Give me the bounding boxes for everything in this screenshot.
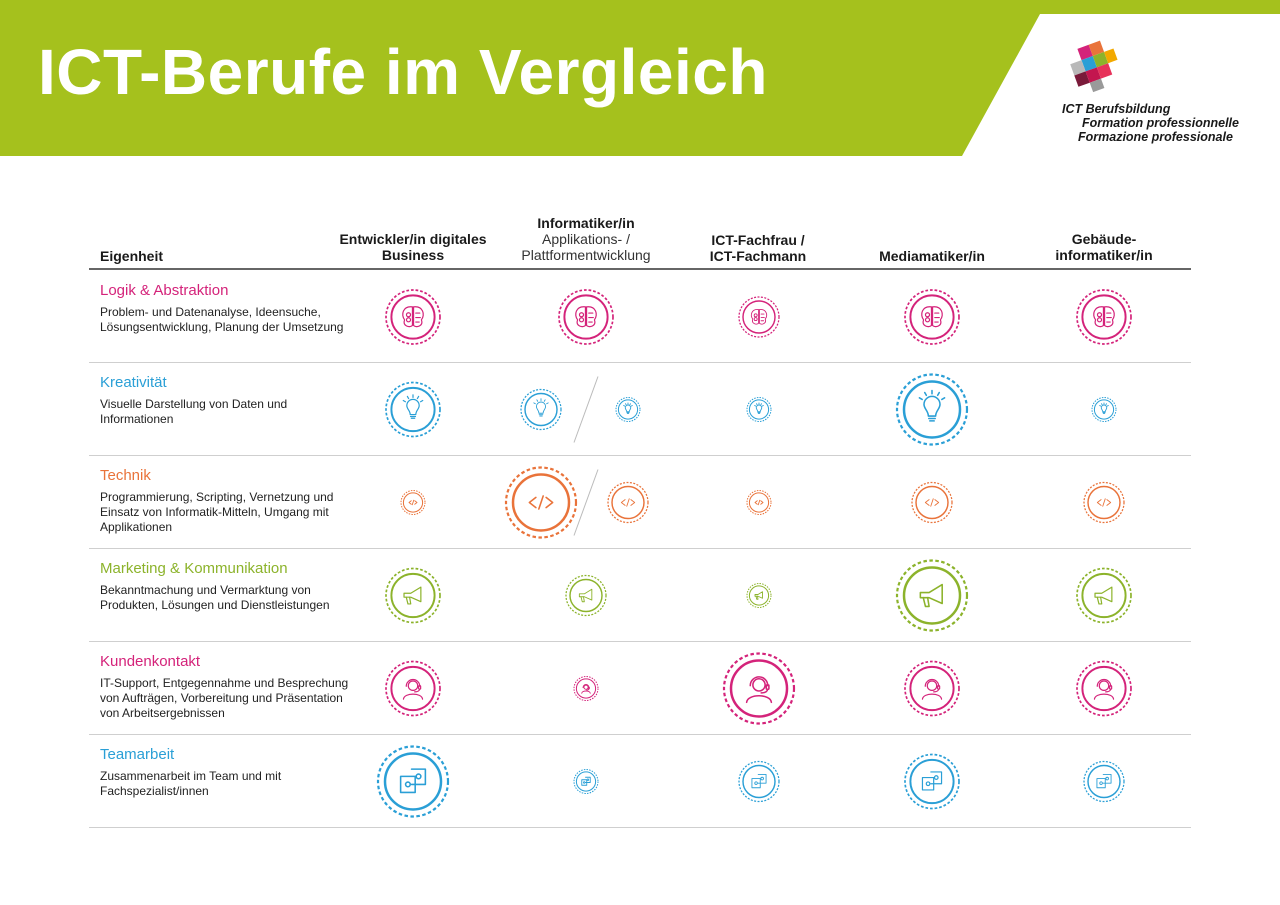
puzzle-icon-rating bbox=[738, 760, 780, 803]
property-column-header: Eigenheit bbox=[100, 248, 164, 264]
column-header-informatiker: Informatiker/in Applikations- / Plattfor… bbox=[506, 215, 666, 263]
row-divider bbox=[89, 827, 1191, 828]
logo-line-2: Formation professionnelle bbox=[1082, 116, 1239, 130]
row-divider bbox=[89, 362, 1191, 363]
headset-icon-rating bbox=[722, 652, 796, 725]
brain-icon-rating bbox=[385, 289, 441, 345]
headset-icon-rating bbox=[1076, 660, 1132, 717]
megaphone-icon-rating bbox=[746, 583, 772, 608]
row-description: IT-Support, Entgegennahme und Besprechun… bbox=[100, 676, 349, 720]
megaphone-icon-rating bbox=[565, 574, 607, 617]
row-title-megaphone: Marketing & Kommunikation bbox=[100, 560, 288, 577]
page-title: ICT-Berufe im Vergleich bbox=[38, 36, 768, 108]
header-divider bbox=[89, 268, 1191, 270]
brain-icon-rating bbox=[1076, 289, 1132, 345]
row-description: Zusammenarbeit im Team und mit Fachspezi… bbox=[100, 769, 282, 798]
column-title: Entwickler/in digitales Business bbox=[339, 231, 487, 263]
header-banner bbox=[0, 0, 1280, 156]
row-title-puzzle: Teamarbeit bbox=[100, 746, 175, 763]
row-title-headset: Kundenkontakt bbox=[100, 653, 201, 670]
code-icon-rating bbox=[1083, 481, 1125, 524]
ict-berufsbildung-logo bbox=[1070, 40, 1118, 93]
row-title-code: Technik bbox=[100, 467, 151, 484]
lightbulb-icon-rating bbox=[385, 381, 441, 438]
row-divider bbox=[89, 734, 1191, 735]
headset-icon-rating bbox=[385, 660, 441, 717]
code-icon-rating-plattform bbox=[607, 481, 649, 524]
code-icon-rating-applikation bbox=[504, 466, 578, 539]
logo-text: ICT Berufsbildung Formation professionne… bbox=[1062, 102, 1239, 144]
headset-icon-rating bbox=[904, 660, 960, 717]
megaphone-icon-rating bbox=[895, 559, 969, 632]
row-description: Visuelle Darstellung von Daten und Infor… bbox=[100, 397, 288, 426]
row-title-lightbulb: Kreativität bbox=[100, 374, 167, 391]
brain-icon-rating bbox=[558, 289, 614, 345]
column-title: Informatiker/in bbox=[537, 215, 635, 231]
puzzle-icon-rating bbox=[1083, 760, 1125, 803]
brain-icon-rating bbox=[738, 296, 780, 338]
logo-line-3: Formazione professionale bbox=[1078, 130, 1233, 144]
code-icon-rating bbox=[746, 490, 772, 515]
lightbulb-icon-rating bbox=[1091, 397, 1117, 422]
split-divider bbox=[573, 469, 599, 536]
lightbulb-icon-rating bbox=[746, 397, 772, 422]
puzzle-icon-rating bbox=[904, 753, 960, 810]
row-title-brain: Logik & Abstraktion bbox=[100, 282, 229, 299]
column-header-mediamatiker: Mediamatiker/in bbox=[852, 248, 1012, 264]
lightbulb-icon-rating-plattform bbox=[615, 397, 641, 422]
code-icon-rating bbox=[911, 481, 953, 524]
column-subtitle: Applikations- / Plattformentwicklung bbox=[521, 231, 651, 263]
row-description: Programmierung, Scripting, Vernetzung un… bbox=[100, 490, 334, 534]
row-divider bbox=[89, 455, 1191, 456]
split-divider bbox=[573, 376, 599, 443]
headset-icon-rating bbox=[573, 676, 599, 701]
column-header-entwickler: Entwickler/in digitales Business bbox=[333, 231, 493, 263]
megaphone-icon-rating bbox=[385, 567, 441, 624]
column-header-ict-fachfrau: ICT-Fachfrau / ICT-Fachmann bbox=[678, 232, 838, 264]
lightbulb-icon-rating-applikation bbox=[520, 388, 562, 431]
row-divider bbox=[89, 641, 1191, 642]
column-title: Mediamatiker/in bbox=[879, 248, 985, 264]
row-description: Problem- und Datenanalyse, Ideensuche, L… bbox=[100, 305, 344, 334]
logo-line-1: ICT Berufsbildung bbox=[1062, 102, 1171, 116]
column-header-gebaeudeinformatiker: Gebäude-informatiker/in bbox=[1024, 231, 1184, 263]
puzzle-icon-rating bbox=[376, 745, 450, 818]
column-title: ICT-Fachfrau / ICT-Fachmann bbox=[709, 232, 807, 264]
lightbulb-icon-rating bbox=[895, 373, 969, 446]
row-description: Bekanntmachung und Vermarktung von Produ… bbox=[100, 583, 330, 612]
row-divider bbox=[89, 548, 1191, 549]
puzzle-icon-rating bbox=[573, 769, 599, 794]
code-icon-rating bbox=[400, 490, 426, 515]
megaphone-icon-rating bbox=[1076, 567, 1132, 624]
brain-icon-rating bbox=[904, 289, 960, 345]
column-title: Gebäude-informatiker/in bbox=[1055, 231, 1153, 263]
